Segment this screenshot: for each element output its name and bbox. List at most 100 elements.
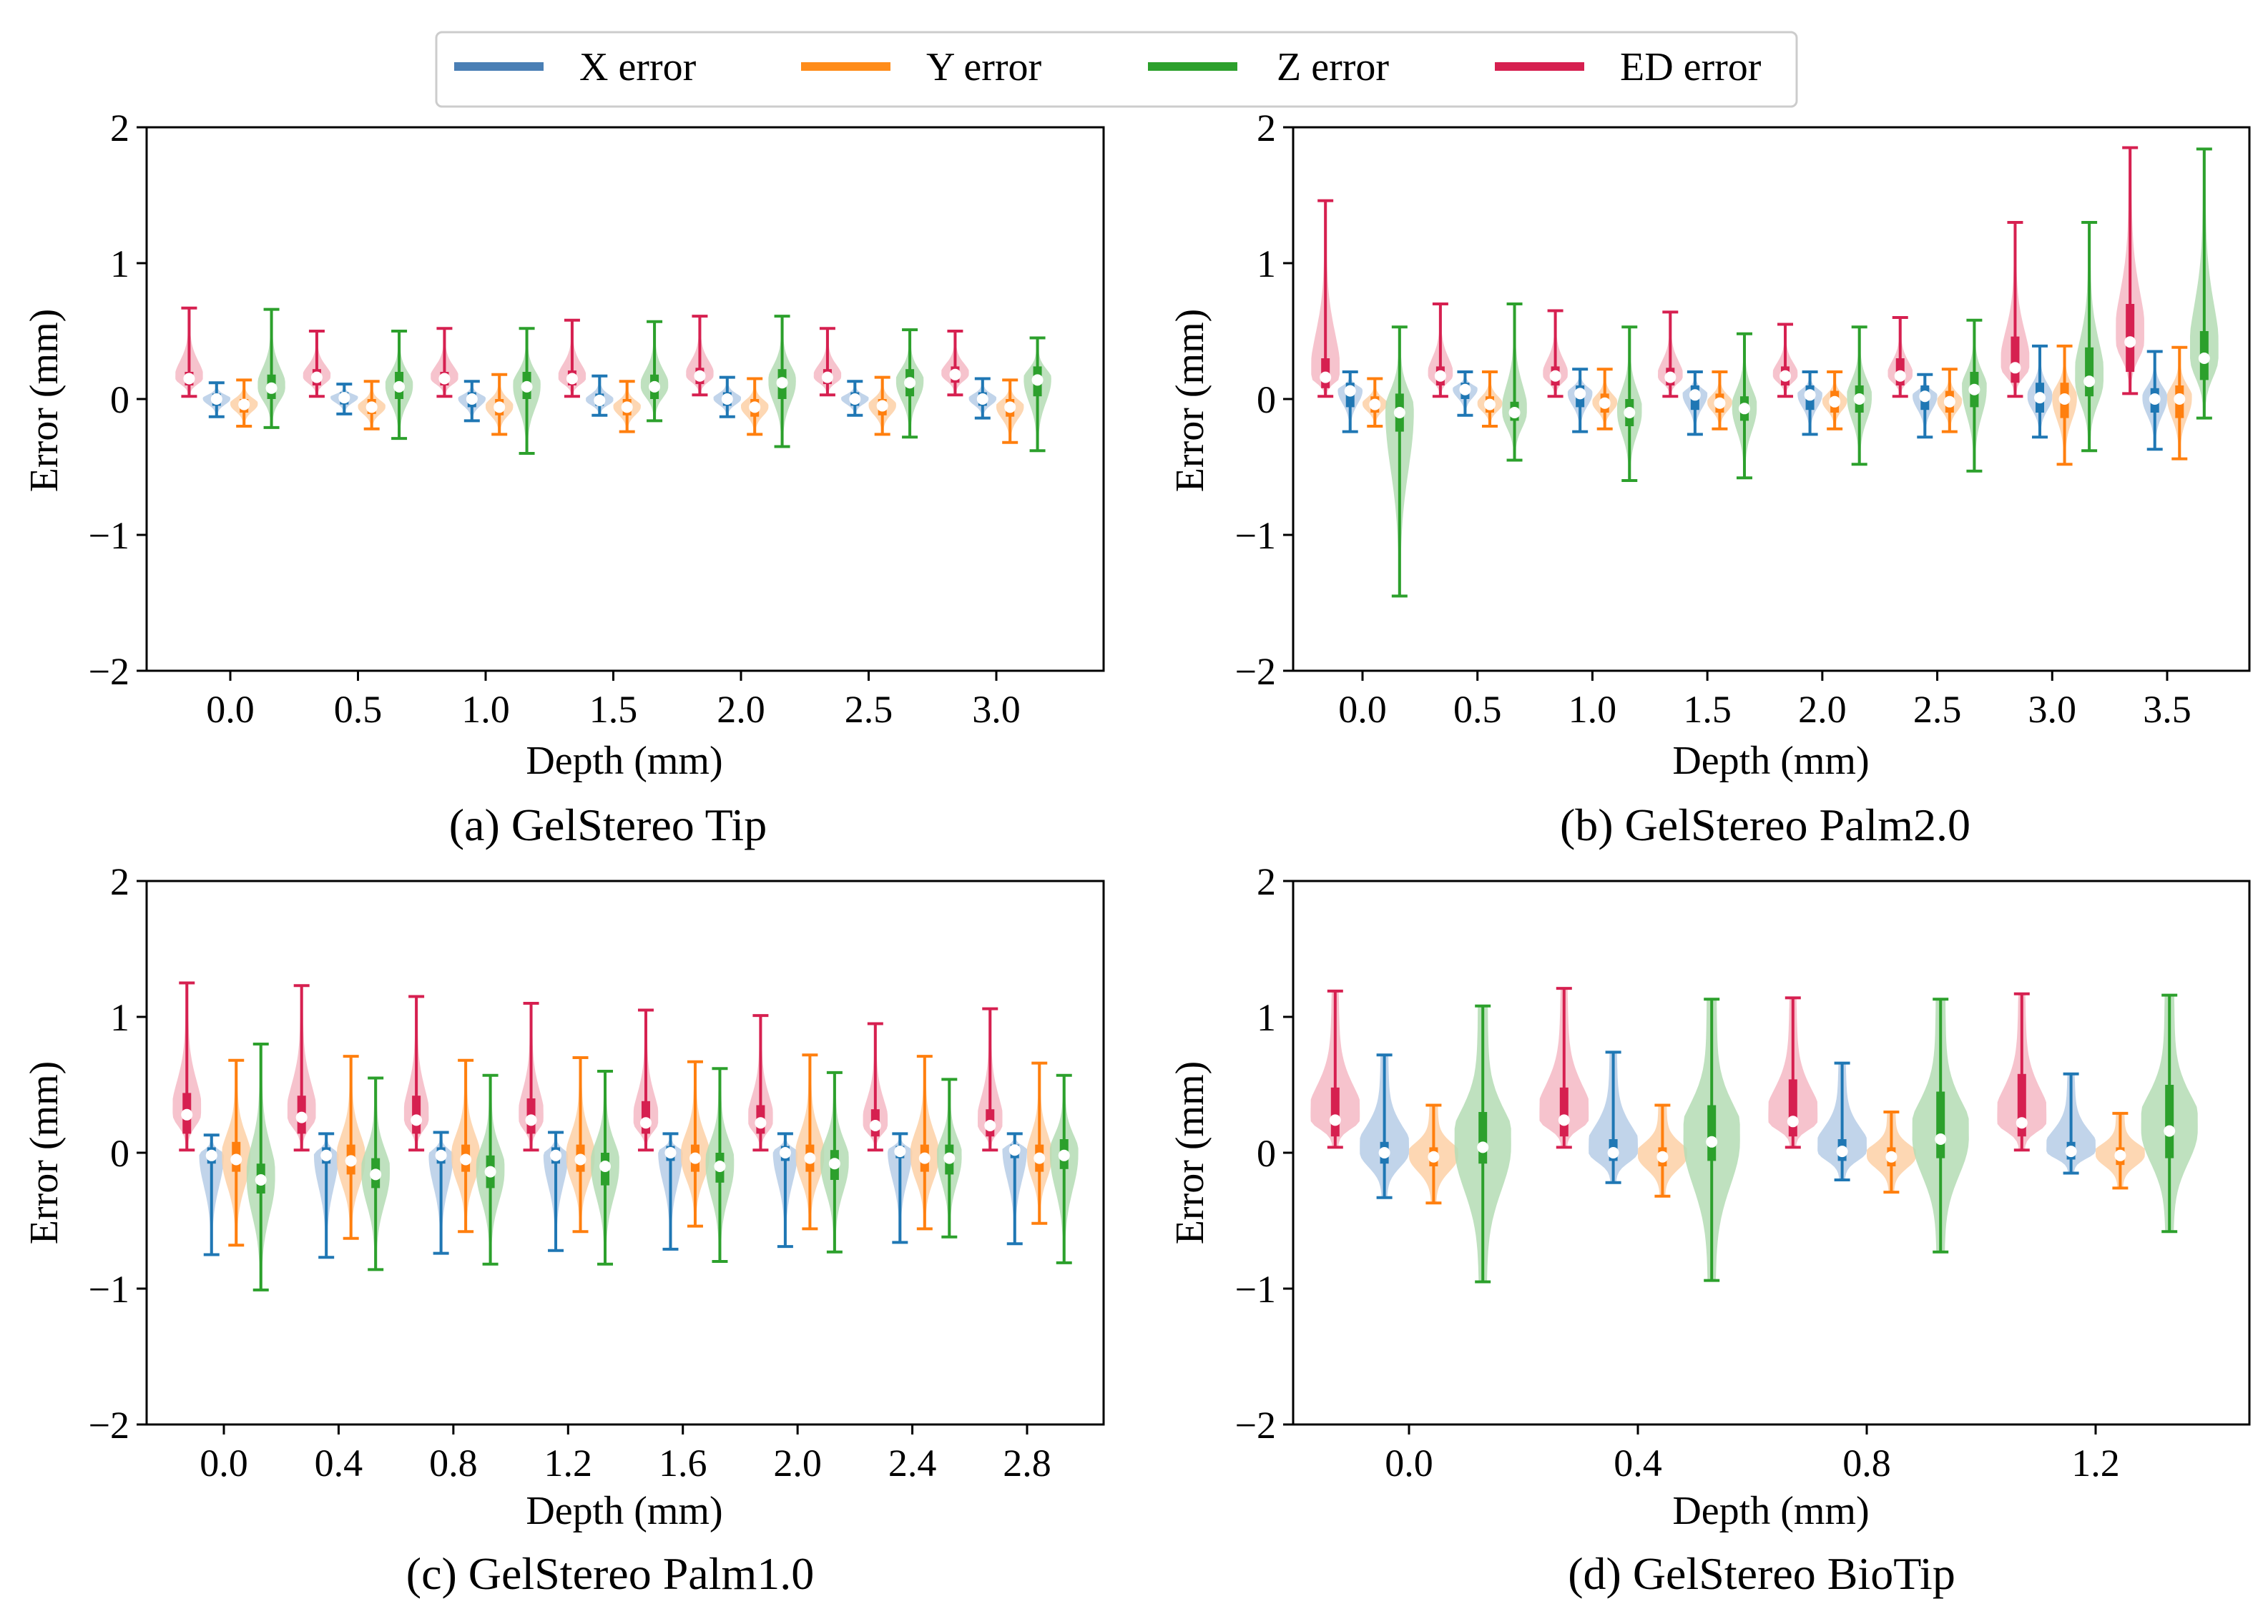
- violin-median-y: [1714, 397, 1726, 409]
- violin-iqr-z: [1478, 1112, 1488, 1164]
- panel-caption: (b) GelStereo Palm2.0: [1560, 799, 1970, 850]
- violin-median-ed: [984, 1120, 996, 1131]
- y-axis-label: Error (mm): [22, 1061, 67, 1245]
- violin-median-x: [1804, 389, 1816, 401]
- violin-median-y: [1034, 1152, 1046, 1164]
- violin-median-y: [460, 1153, 472, 1166]
- violin-median-z: [1935, 1133, 1947, 1145]
- violin-median-ed: [1558, 1114, 1570, 1126]
- legend-label-ed: ED error: [1620, 45, 1762, 89]
- violin-median-z: [776, 377, 788, 389]
- violin-median-ed: [438, 373, 451, 385]
- x-tick-label: 2.5: [845, 688, 893, 731]
- violin-iqr-z: [1707, 1105, 1717, 1161]
- violin-median-x: [2149, 393, 2161, 405]
- x-tick-label: 0.4: [315, 1442, 363, 1485]
- y-tick-label: 1: [110, 242, 129, 285]
- x-tick-label: 2.5: [1913, 688, 1962, 731]
- violin-median-x: [894, 1146, 906, 1158]
- violin-median-y: [1483, 398, 1496, 410]
- violin-median-z: [370, 1168, 382, 1181]
- violin-median-ed: [295, 1111, 308, 1123]
- y-tick-label: −1: [89, 1268, 129, 1311]
- violin-median-x: [320, 1149, 333, 1161]
- violin-median-z: [1853, 393, 1865, 405]
- legend-label-y: Y error: [926, 45, 1042, 89]
- violin-median-x: [1574, 388, 1586, 400]
- x-tick-label: 1.6: [659, 1442, 707, 1485]
- violin-median-y: [1656, 1151, 1669, 1163]
- violin-median-x: [1378, 1147, 1390, 1158]
- violin-median-z: [1624, 407, 1636, 418]
- violin-median-z: [943, 1152, 956, 1164]
- violin-median-ed: [2009, 362, 2021, 374]
- y-axis-label: Error (mm): [1168, 309, 1212, 493]
- legend-label-z: Z error: [1277, 45, 1389, 89]
- violin-median-ed: [694, 370, 706, 382]
- violin-median-x: [2065, 1146, 2077, 1158]
- violin-median-y: [365, 401, 378, 413]
- violin-median-ed: [1779, 370, 1792, 382]
- violin-iqr-ed: [1330, 1087, 1340, 1137]
- plot-frame: [1292, 126, 2251, 672]
- violin-median-x: [1459, 383, 1471, 395]
- x-tick-label: 3.0: [2028, 688, 2077, 731]
- x-tick-label: 0.4: [1614, 1442, 1662, 1485]
- violin-median-x: [779, 1147, 791, 1158]
- violin-median-x: [205, 1149, 217, 1161]
- legend-label-x: X error: [579, 45, 697, 89]
- violin-median-ed: [566, 373, 578, 385]
- y-tick-label: −1: [1235, 1268, 1276, 1311]
- violin-median-x: [1344, 385, 1356, 397]
- x-tick-label: 0.8: [429, 1442, 478, 1485]
- violin-median-ed: [525, 1114, 537, 1126]
- violin-median-z: [649, 380, 661, 393]
- violin-median-y: [749, 401, 761, 413]
- x-tick-label: 2.0: [717, 688, 765, 731]
- violin-median-x: [721, 393, 733, 405]
- x-axis-label: Depth (mm): [526, 1489, 722, 1533]
- x-tick-label: 1.2: [544, 1442, 593, 1485]
- y-axis-label: Error (mm): [1168, 1061, 1212, 1245]
- y-tick-label: −1: [89, 514, 129, 557]
- violin-median-z: [1508, 407, 1521, 418]
- violin-median-ed: [310, 371, 323, 383]
- y-axis-label: Error (mm): [22, 309, 67, 493]
- violin-median-y: [621, 401, 633, 413]
- y-tick-label: 1: [1257, 242, 1276, 285]
- x-tick-label: 2.8: [1003, 1442, 1051, 1485]
- violin-median-ed: [1894, 370, 1906, 382]
- x-tick-label: 2.4: [888, 1442, 937, 1485]
- violin-median-ed: [1787, 1116, 1799, 1128]
- violin-iqr-z: [2165, 1085, 2174, 1158]
- y-tick-label: 2: [1257, 107, 1276, 149]
- violin-median-y: [689, 1152, 701, 1164]
- violin-median-x: [594, 394, 606, 406]
- violin-median-z: [1968, 383, 1980, 395]
- violin-median-z: [521, 380, 533, 393]
- x-axis-label: Depth (mm): [1672, 739, 1869, 783]
- violin-median-y: [2174, 393, 2186, 405]
- violin-median-ed: [1329, 1114, 1341, 1126]
- legend: X error Y error Z error ED error: [435, 31, 1798, 108]
- x-tick-label: 1.0: [1569, 688, 1617, 731]
- x-axis-label: Depth (mm): [526, 739, 722, 783]
- x-tick-label: 3.5: [2143, 688, 2191, 731]
- violin-median-ed: [2016, 1117, 2028, 1129]
- violin-median-z: [2164, 1125, 2176, 1137]
- y-tick-label: −2: [89, 650, 129, 693]
- panel-gelstereo-palm2: (b) GelStereo Palm2.0 Depth (mm) Error (…: [1168, 107, 2251, 850]
- violin-median-x: [338, 392, 350, 404]
- violin-median-y: [1829, 395, 1841, 408]
- violin-median-y: [1885, 1151, 1898, 1163]
- violin-median-z: [714, 1161, 726, 1172]
- violin-median-ed: [181, 1108, 193, 1121]
- violin-median-z: [1031, 374, 1044, 386]
- x-tick-label: 0.0: [206, 688, 255, 731]
- panel-gelstereo-palm1: (c) GelStereo Palm1.0 Depth (mm) Error (…: [22, 860, 1105, 1599]
- violin-median-z: [599, 1161, 612, 1172]
- x-axis-label: Depth (mm): [1672, 1489, 1869, 1533]
- y-tick-label: 0: [1257, 1132, 1276, 1175]
- violin-median-y: [345, 1155, 357, 1167]
- x-tick-label: 0.8: [1842, 1442, 1891, 1485]
